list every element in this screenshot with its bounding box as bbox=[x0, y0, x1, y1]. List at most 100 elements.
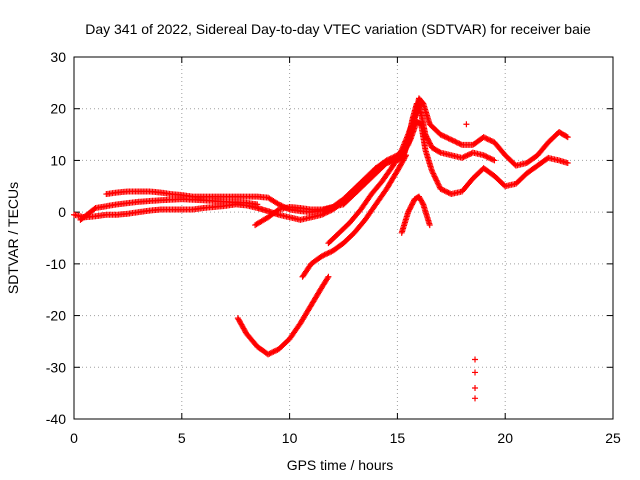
x-tick-label: 15 bbox=[390, 430, 406, 446]
point-arc-6 bbox=[267, 350, 274, 357]
point-arc-2 bbox=[448, 136, 455, 143]
point-arc-1 bbox=[432, 174, 439, 181]
point-arc-2 bbox=[275, 201, 282, 208]
point-arc-3 bbox=[480, 152, 487, 159]
point-arc-3 bbox=[374, 164, 381, 171]
point-arc-1 bbox=[431, 173, 438, 180]
point-arc-3 bbox=[460, 154, 467, 161]
point-arc-2 bbox=[450, 138, 457, 145]
point-arc-1 bbox=[436, 183, 443, 190]
x-tick-label: 5 bbox=[178, 430, 186, 446]
point-arc-3 bbox=[372, 165, 379, 172]
point-arc-2 bbox=[441, 133, 448, 140]
point-arc-2 bbox=[452, 138, 459, 145]
y-axis-label: SDTVAR / TECUs bbox=[5, 182, 21, 294]
point-arc-1 bbox=[434, 180, 441, 187]
y-tick-label: -30 bbox=[46, 359, 66, 375]
chart-title: Day 341 of 2022, Sidereal Day-to-day VTE… bbox=[85, 21, 591, 37]
point-arc-4 bbox=[397, 148, 404, 155]
point-outliers bbox=[472, 384, 479, 391]
point-arc-3 bbox=[465, 151, 472, 158]
x-tick-label: 10 bbox=[282, 430, 298, 446]
point-outliers bbox=[472, 356, 479, 363]
point-arc-3 bbox=[378, 162, 385, 169]
point-arc-2 bbox=[564, 134, 571, 141]
point-arc-6 bbox=[270, 348, 277, 355]
point-arc-3 bbox=[459, 154, 466, 161]
point-arc-6 bbox=[271, 348, 278, 355]
point-arc-6 bbox=[325, 273, 332, 280]
point-arc-1 bbox=[429, 169, 436, 176]
point-arc-1 bbox=[433, 177, 440, 184]
point-arc-3 bbox=[488, 156, 495, 163]
point-arc-5 bbox=[402, 153, 409, 160]
point-arc-2 bbox=[456, 140, 463, 147]
point-arc-1 bbox=[432, 176, 439, 183]
point-arc-3 bbox=[467, 150, 474, 157]
point-arc-3 bbox=[461, 153, 468, 160]
point-arc-1 bbox=[441, 187, 448, 194]
x-tick-label: 20 bbox=[497, 430, 513, 446]
point-arc-5 bbox=[324, 250, 331, 257]
point-arc-5 bbox=[403, 152, 410, 159]
point-arc-1 bbox=[435, 181, 442, 188]
plot-frame bbox=[73, 56, 614, 420]
point-arc-2 bbox=[444, 134, 451, 141]
point-arc-2 bbox=[453, 139, 460, 146]
point-arc-3 bbox=[484, 154, 491, 161]
point-arc-5 bbox=[321, 251, 328, 258]
point-arc-6 bbox=[265, 351, 272, 358]
point-arc-2 bbox=[484, 136, 491, 143]
point-arc-3 bbox=[375, 163, 382, 170]
point-arc-3 bbox=[486, 154, 493, 161]
point-arc-7 bbox=[419, 200, 426, 207]
point-arc-6 bbox=[266, 350, 273, 357]
y-tick-label: 20 bbox=[50, 101, 66, 117]
point-arc-5 bbox=[327, 249, 334, 256]
point-arc-2 bbox=[480, 134, 487, 141]
point-arc-6 bbox=[269, 349, 276, 356]
point-arc-1 bbox=[434, 178, 441, 185]
point-arc-2 bbox=[488, 138, 495, 145]
point-arc-2 bbox=[445, 135, 452, 142]
point-arc-2 bbox=[486, 136, 493, 143]
point-arc-1 bbox=[442, 188, 449, 195]
point-arc-2 bbox=[440, 132, 447, 139]
y-tick-label: 0 bbox=[58, 204, 66, 220]
point-arc-3 bbox=[483, 153, 490, 160]
y-tick-label: -10 bbox=[46, 256, 66, 272]
point-arc-5 bbox=[320, 252, 327, 259]
point-outliers bbox=[463, 121, 470, 128]
point-arc-3 bbox=[376, 163, 383, 170]
point-arc-3 bbox=[380, 161, 387, 168]
point-arc-2 bbox=[442, 134, 449, 141]
point-arc-1 bbox=[445, 189, 452, 196]
data-points bbox=[71, 95, 571, 402]
point-arc-2 bbox=[437, 131, 444, 138]
point-arc-6 bbox=[273, 347, 280, 354]
point-arc-3 bbox=[464, 152, 471, 159]
point-arc-2 bbox=[487, 137, 494, 144]
y-tick-label: -40 bbox=[46, 411, 66, 427]
point-arc-8 bbox=[254, 201, 261, 208]
point-arc-2 bbox=[446, 136, 453, 143]
point-arc-5 bbox=[325, 249, 332, 256]
point-arc-5 bbox=[318, 253, 325, 260]
point-arc-1 bbox=[430, 171, 437, 178]
point-arc-4 bbox=[417, 101, 424, 108]
y-tick-label: -20 bbox=[46, 308, 66, 324]
point-arc-3 bbox=[379, 161, 386, 168]
point-arc-2 bbox=[563, 133, 570, 140]
y-tick-label: 10 bbox=[50, 152, 66, 168]
point-arc-3 bbox=[490, 156, 497, 163]
point-arc-2 bbox=[457, 141, 464, 148]
point-arc-2 bbox=[438, 132, 445, 139]
point-arc-3 bbox=[463, 152, 470, 159]
point-arc-5 bbox=[322, 251, 329, 258]
point-arc-2 bbox=[449, 137, 456, 144]
x-tick-label: 0 bbox=[70, 430, 78, 446]
point-arc-2 bbox=[455, 139, 462, 146]
y-tick-label: 30 bbox=[50, 49, 66, 65]
point-arc-1 bbox=[564, 160, 571, 167]
